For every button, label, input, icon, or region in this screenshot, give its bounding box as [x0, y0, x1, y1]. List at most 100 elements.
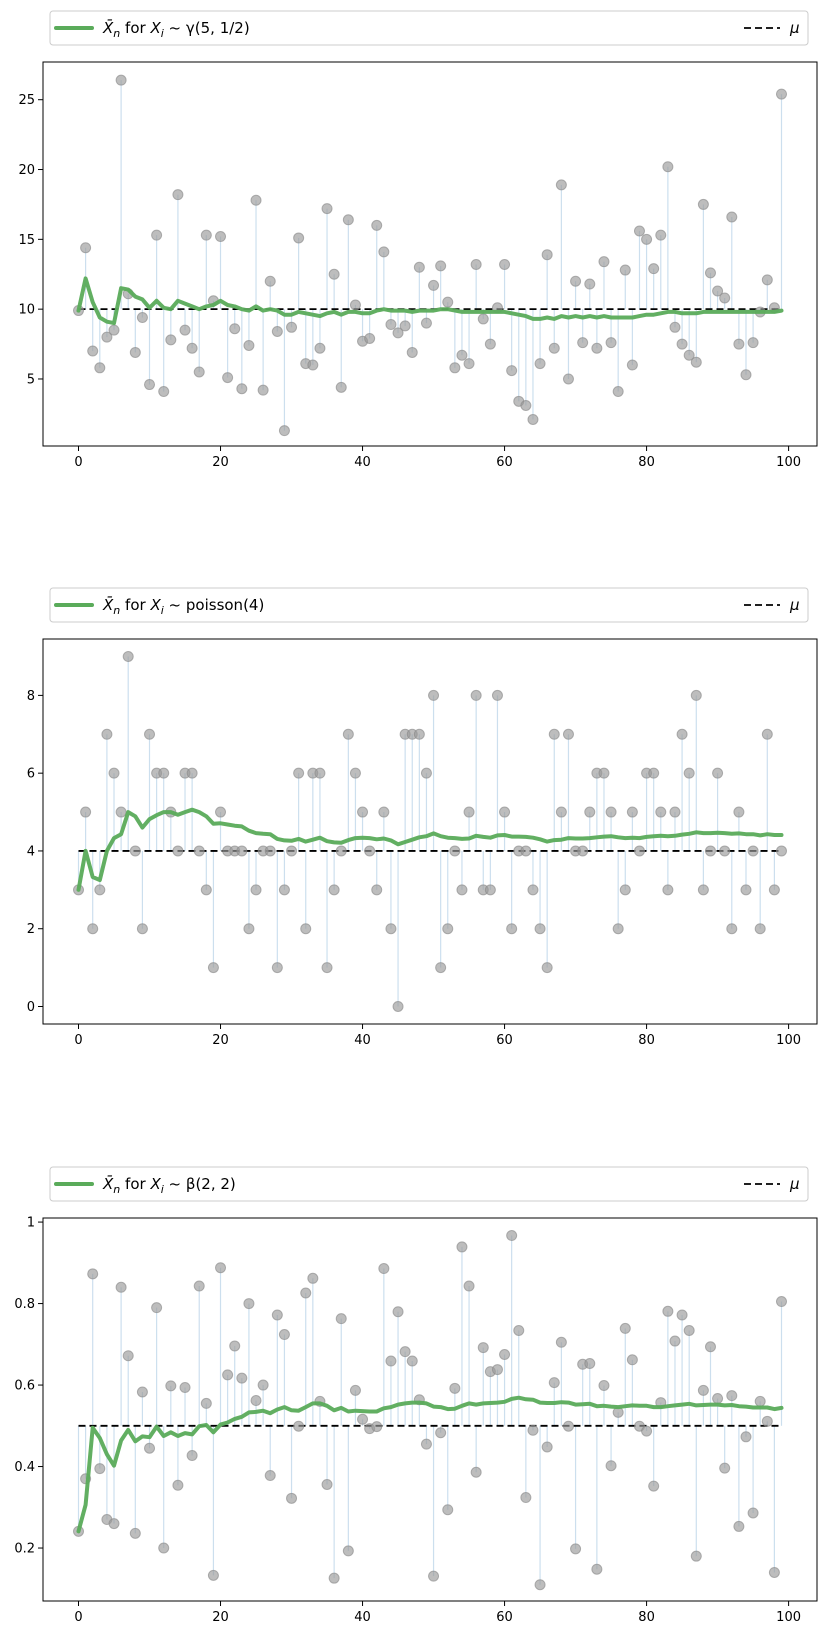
sample-point	[335, 381, 347, 393]
x-tick-label: 60	[496, 455, 513, 470]
sample-point	[364, 332, 376, 344]
sample-point	[158, 1542, 170, 1554]
x-tick-label: 20	[212, 1033, 229, 1048]
sample-point	[442, 1504, 454, 1516]
sample-point	[463, 806, 475, 818]
sample-point	[704, 1341, 716, 1353]
sample-point	[541, 1441, 553, 1453]
sample-point	[378, 806, 390, 818]
sample-point	[520, 1492, 532, 1504]
sample-point	[648, 767, 660, 779]
sample-point	[286, 845, 298, 857]
sample-point	[215, 806, 227, 818]
sample-point	[633, 845, 645, 857]
sample-point	[697, 1384, 709, 1396]
sample-point	[144, 1442, 156, 1454]
sample-point	[548, 342, 560, 354]
sample-point	[94, 362, 106, 374]
sample-point	[548, 728, 560, 740]
legend-xbar: X̄	[102, 1174, 114, 1193]
sample-point	[108, 324, 120, 336]
sample-point	[470, 689, 482, 701]
x-tick-label: 60	[496, 1610, 513, 1625]
sample-point	[562, 373, 574, 385]
sample-point	[633, 225, 645, 237]
legend-var-sub: i	[161, 27, 164, 40]
sample-point	[562, 728, 574, 740]
sample-point	[719, 845, 731, 857]
x-tick-label: 100	[776, 1610, 801, 1625]
x-tick-label: 40	[354, 1610, 371, 1625]
sample-point	[243, 339, 255, 351]
sample-point	[591, 342, 603, 354]
sample-point	[179, 324, 191, 336]
sample-point	[413, 728, 425, 740]
sample-point	[115, 1281, 127, 1293]
sample-point	[271, 325, 283, 337]
sample-point	[307, 359, 319, 371]
sample-point	[321, 203, 333, 215]
sample-point	[420, 317, 432, 329]
sample-point	[655, 806, 667, 818]
sample-point	[385, 923, 397, 935]
sample-point	[321, 1478, 333, 1490]
sample-point	[719, 1462, 731, 1474]
sample-point	[222, 1369, 234, 1381]
sample-point	[215, 1262, 227, 1274]
sample-point	[250, 884, 262, 896]
sample-point	[278, 1329, 290, 1341]
sample-point	[704, 845, 716, 857]
sample-point	[712, 285, 724, 297]
sample-point	[271, 962, 283, 974]
sample-point	[520, 400, 532, 412]
sample-point	[193, 366, 205, 378]
sample-point	[662, 161, 674, 173]
sample-point	[200, 884, 212, 896]
legend-dist: ~ γ(5, 1/2)	[164, 19, 250, 37]
y-tick-label: 0.2	[14, 1542, 35, 1557]
sample-point	[314, 342, 326, 354]
sample-point	[399, 1346, 411, 1358]
x-tick-label: 80	[638, 455, 655, 470]
sample-point	[406, 1355, 418, 1367]
sample-point	[420, 767, 432, 779]
sample-point	[385, 319, 397, 331]
sample-point	[626, 806, 638, 818]
sample-point	[754, 1395, 766, 1407]
sample-point	[733, 1520, 745, 1532]
sample-point	[506, 365, 518, 377]
sample-point	[690, 356, 702, 368]
sample-point	[768, 884, 780, 896]
sample-point	[186, 342, 198, 354]
sample-point	[768, 1566, 780, 1578]
sample-point	[605, 337, 617, 349]
x-tick-label: 40	[354, 1033, 371, 1048]
sample-point	[761, 1415, 773, 1427]
sample-point	[300, 1287, 312, 1299]
sample-point	[541, 962, 553, 974]
sample-point	[101, 331, 113, 343]
legend: X̄n for Xi ~ β(2, 2) μ	[49, 1166, 809, 1202]
sample-point	[328, 1572, 340, 1584]
sample-point	[236, 1372, 248, 1384]
sample-point	[278, 884, 290, 896]
sample-point	[449, 845, 461, 857]
sample-point	[747, 337, 759, 349]
sample-point	[115, 74, 127, 86]
sample-point	[484, 338, 496, 350]
sample-point	[136, 923, 148, 935]
sample-point	[357, 806, 369, 818]
sample-point	[300, 923, 312, 935]
sample-point	[577, 337, 589, 349]
sample-point	[193, 1280, 205, 1292]
sample-point	[683, 767, 695, 779]
sample-point	[371, 219, 383, 231]
sample-point	[151, 1302, 163, 1314]
sample-point	[87, 345, 99, 357]
sample-point	[129, 1527, 141, 1539]
y-tick-label: 0.6	[14, 1379, 35, 1394]
legend-xbar-sub: n	[113, 1183, 120, 1196]
sample-point	[662, 884, 674, 896]
sample-point	[775, 1296, 787, 1308]
